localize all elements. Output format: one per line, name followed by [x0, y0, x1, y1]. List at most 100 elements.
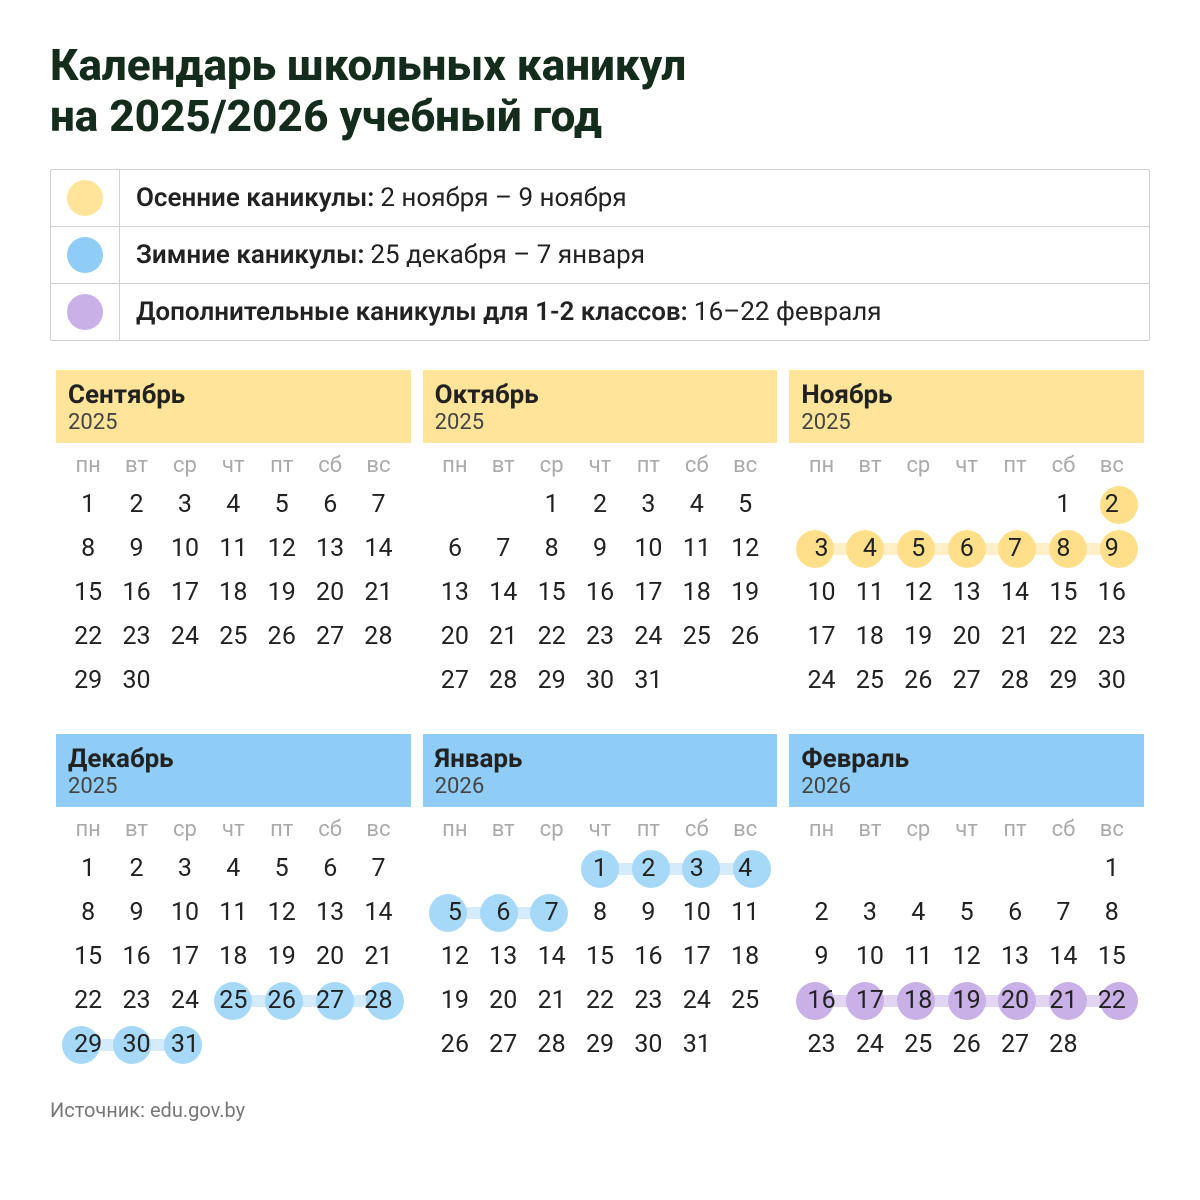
day-cell: 16	[797, 980, 845, 1022]
day-cell: 16	[576, 572, 624, 614]
day-cell: 3	[797, 528, 845, 570]
month-header: Октябрь2025	[423, 370, 778, 443]
day-cell: 30	[112, 1024, 160, 1066]
day-cell: 7	[479, 528, 527, 570]
day-cell: 15	[64, 572, 112, 614]
day-cell: 10	[673, 892, 721, 934]
day-cell: 6	[306, 484, 354, 526]
day-cell: 10	[846, 936, 894, 978]
month-year: 2025	[801, 410, 1132, 435]
day-cell: 3	[846, 892, 894, 934]
day-cell: 22	[576, 980, 624, 1022]
week-row: 262728293031	[423, 1024, 778, 1066]
day-cell: 7	[991, 528, 1039, 570]
day-cell: 22	[527, 616, 575, 658]
day-cell: 25	[894, 1024, 942, 1066]
week-row: 9101112131415	[789, 936, 1144, 978]
month-year: 2025	[68, 774, 399, 799]
day-cell: 1	[64, 484, 112, 526]
day-cell: 13	[306, 528, 354, 570]
day-cell: 9	[624, 892, 672, 934]
week-row: 2345678	[789, 892, 1144, 934]
weekday-label: вт	[479, 817, 527, 842]
day-cell: 18	[846, 616, 894, 658]
day-cell: 8	[64, 892, 112, 934]
legend-row: Дополнительные каникулы для 1-2 классов:…	[50, 283, 1150, 341]
legend-label: Зимние каникулы: 25 декабря – 7 января	[120, 227, 1149, 283]
day-cell: 8	[64, 528, 112, 570]
day-cell: 23	[624, 980, 672, 1022]
day-cell: 27	[479, 1024, 527, 1066]
day-cell: 7	[354, 848, 402, 890]
week-row: 1	[789, 848, 1144, 890]
weekday-label: вс	[721, 817, 769, 842]
day-cell: 8	[1088, 892, 1136, 934]
day-cell: 27	[991, 1024, 1039, 1066]
weekday-label: пт	[991, 817, 1039, 842]
legend-swatch	[67, 180, 103, 216]
day-cell: 2	[112, 484, 160, 526]
week-row: 1234	[423, 848, 778, 890]
day-cell: 1	[1088, 848, 1136, 890]
weekday-label: сб	[673, 817, 721, 842]
months-row: Сентябрь2025пнвтсрчтптсбвс12345678910111…	[50, 370, 1150, 704]
day-cell: 29	[64, 660, 112, 702]
weekday-label: вт	[846, 453, 894, 478]
day-cell: 2	[1088, 484, 1136, 526]
day-cell: 24	[673, 980, 721, 1022]
day-cell: 10	[797, 572, 845, 614]
weekday-header: пнвтсрчтптсбвс	[423, 817, 778, 842]
day-cell: 4	[209, 484, 257, 526]
week-row: 22232425262728	[56, 980, 411, 1022]
day-cell: 17	[673, 936, 721, 978]
week-row: 2930	[56, 660, 411, 702]
weekday-label: вс	[1088, 817, 1136, 842]
week-row: 567891011	[423, 892, 778, 934]
weekday-label: ср	[894, 453, 942, 478]
legend-swatch-cell	[51, 284, 120, 340]
week-row: 15161718192021	[56, 936, 411, 978]
weekday-label: сб	[306, 817, 354, 842]
day-cell: 15	[1088, 936, 1136, 978]
day-cell: 26	[258, 980, 306, 1022]
month-header: Ноябрь2025	[789, 370, 1144, 443]
month-header: Сентябрь2025	[56, 370, 411, 443]
day-cell: 11	[846, 572, 894, 614]
month: Сентябрь2025пнвтсрчтптсбвс12345678910111…	[50, 370, 417, 704]
day-cell: 20	[431, 616, 479, 658]
day-cell: 3	[624, 484, 672, 526]
day-cell: 4	[673, 484, 721, 526]
day-cell: 9	[1088, 528, 1136, 570]
day-cell: 19	[942, 980, 990, 1022]
day-cell: 15	[527, 572, 575, 614]
week-row: 10111213141516	[789, 572, 1144, 614]
day-cell: 27	[306, 616, 354, 658]
weekday-label: ср	[894, 817, 942, 842]
weekday-label: чт	[209, 453, 257, 478]
weekday-header: пнвтсрчтптсбвс	[789, 453, 1144, 478]
weekday-label: пн	[64, 453, 112, 478]
day-cell: 28	[1039, 1024, 1087, 1066]
day-cell: 24	[624, 616, 672, 658]
day-cell: 1	[64, 848, 112, 890]
day-cell: 9	[112, 892, 160, 934]
weekday-label: пт	[624, 817, 672, 842]
day-cell: 21	[354, 572, 402, 614]
day-cell: 4	[846, 528, 894, 570]
day-cell: 16	[624, 936, 672, 978]
day-cell: 28	[991, 660, 1039, 702]
day-cell: 25	[673, 616, 721, 658]
day-cell: 14	[527, 936, 575, 978]
month: Январь2026пнвтсрчтптсбвс1234567891011121…	[417, 734, 784, 1068]
day-cell: 27	[942, 660, 990, 702]
weekday-label: чт	[942, 453, 990, 478]
weekday-label: сб	[1039, 453, 1087, 478]
day-cell: 17	[161, 936, 209, 978]
day-cell: 13	[942, 572, 990, 614]
day-cell: 9	[576, 528, 624, 570]
weekday-label: ср	[161, 453, 209, 478]
week-row: 13141516171819	[423, 572, 778, 614]
day-cell: 14	[991, 572, 1039, 614]
week-row: 1234567	[56, 484, 411, 526]
month-name: Октябрь	[435, 380, 766, 410]
